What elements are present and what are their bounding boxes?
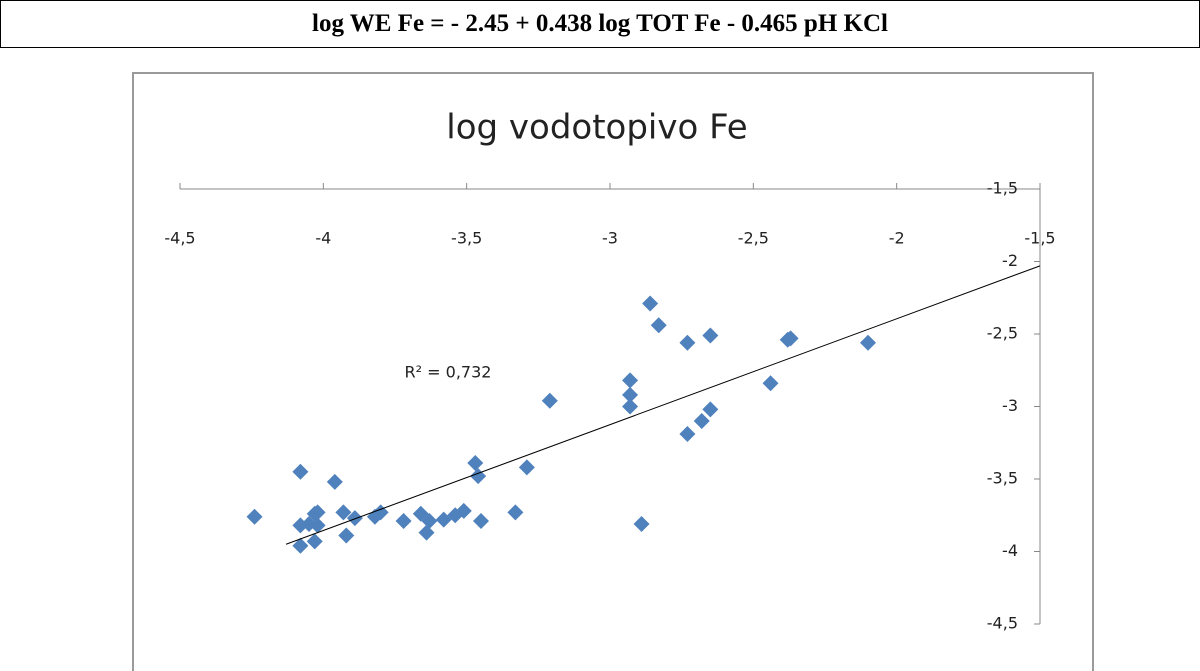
chart-title: log vodotopivo Fe bbox=[446, 108, 747, 148]
y-tick-label: -3 bbox=[1002, 396, 1018, 415]
y-tick-label: -2,5 bbox=[987, 324, 1018, 343]
point bbox=[860, 334, 876, 351]
point bbox=[782, 330, 799, 347]
point bbox=[246, 508, 263, 525]
y-tick-label: -4 bbox=[1002, 541, 1018, 560]
y-tick-label: -3,5 bbox=[987, 469, 1018, 488]
point bbox=[309, 504, 326, 521]
x-tick-label: -3,5 bbox=[451, 229, 482, 248]
point bbox=[679, 426, 696, 443]
point bbox=[622, 386, 639, 403]
x-tick-label: -2,5 bbox=[738, 229, 769, 248]
point bbox=[395, 513, 412, 530]
chart: log vodotopivo Fe R² = 0,732 -4,5 -4 -3,5 -… bbox=[132, 72, 1094, 671]
point bbox=[338, 527, 355, 544]
trendline bbox=[285, 265, 1041, 545]
chart-frame bbox=[132, 72, 1094, 671]
point bbox=[650, 317, 667, 334]
x-tick-label: -1,5 bbox=[1024, 229, 1055, 248]
point bbox=[418, 524, 435, 541]
y-tick-label: -1,5 bbox=[987, 179, 1018, 198]
x-tick-label: -4,5 bbox=[164, 229, 195, 248]
point bbox=[326, 473, 343, 490]
point bbox=[518, 459, 535, 476]
point bbox=[693, 413, 710, 429]
point bbox=[292, 537, 309, 554]
point bbox=[309, 517, 326, 534]
point bbox=[633, 515, 650, 532]
x-tick-label: -2 bbox=[889, 229, 905, 248]
equation: log WE Fe = - 2.45 + 0.438 log TOT Fe - … bbox=[0, 0, 1200, 48]
point bbox=[335, 504, 352, 521]
point bbox=[292, 463, 309, 480]
point bbox=[622, 398, 639, 415]
y-tick-label: -4,5 bbox=[987, 614, 1018, 633]
point bbox=[541, 392, 558, 409]
point bbox=[702, 327, 719, 344]
point bbox=[473, 513, 489, 530]
point bbox=[455, 502, 472, 519]
point bbox=[702, 401, 719, 418]
x-tick-label: -3 bbox=[602, 229, 618, 248]
point bbox=[507, 504, 524, 521]
point bbox=[467, 455, 484, 472]
annotation: R² = 0,732 bbox=[405, 363, 492, 382]
point bbox=[762, 375, 779, 392]
point bbox=[421, 513, 438, 530]
point bbox=[622, 372, 639, 389]
point bbox=[642, 295, 659, 312]
x-tick-label: -4 bbox=[315, 229, 331, 248]
point bbox=[346, 510, 363, 527]
point bbox=[306, 533, 323, 550]
y-tick-label: -2 bbox=[1002, 251, 1018, 270]
point bbox=[679, 334, 696, 351]
